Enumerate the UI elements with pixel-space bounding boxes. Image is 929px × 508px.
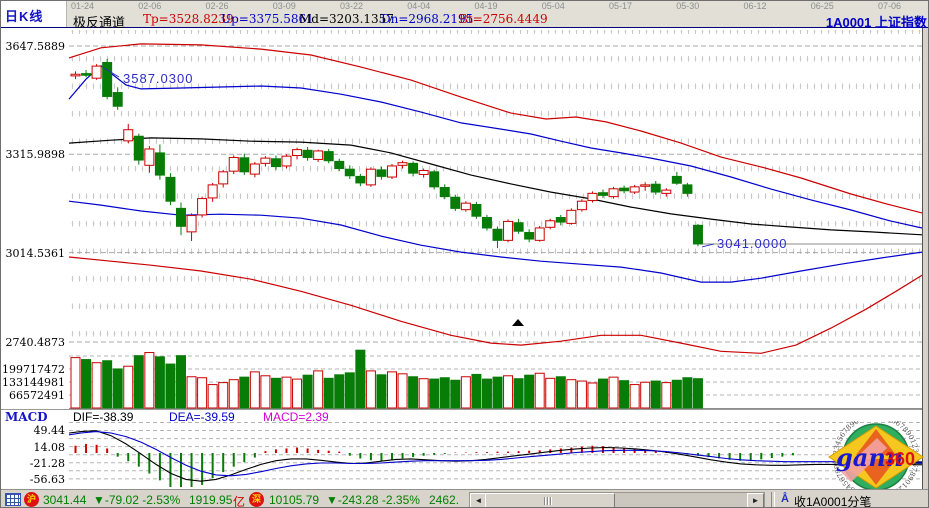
sz-index-amount: 2462. (429, 493, 460, 507)
logo-arrow (841, 438, 887, 482)
up-peak-annotation: 3587.0300 (123, 71, 193, 86)
sz-index-price: 10105.79 (269, 493, 320, 507)
horizontal-scrollbar[interactable]: ◄ ► (469, 492, 765, 507)
status-bar: 沪 3041.44 ▼-79.02 -2.53% 1919.95 亿 深 101… (1, 489, 928, 508)
volume-axis-label: 66572491 (9, 389, 65, 402)
sh-amount-unit: 亿 (233, 495, 246, 508)
chart-header: 01-24 02-06 02-26 03-09 03-22 04-04 04-19 05-04… (1, 1, 928, 30)
sh-index-amount: 1919.95 (189, 493, 233, 507)
macd-axis-label: 14.08 (33, 440, 66, 454)
price-axis-label: 3315.9898 (5, 148, 66, 162)
channel-up-value: Up=3375.5861 (221, 12, 314, 26)
sh-index-change: ▼-79.02 -2.53% (93, 493, 181, 507)
grid-icon[interactable] (5, 493, 21, 506)
date-axis-label: 02-26 (205, 1, 229, 11)
date-axis-label: 05-04 (541, 1, 565, 11)
channel-md-value: Md=3203.1357 (299, 12, 394, 26)
macd-axis-label: 49.44 (33, 424, 66, 438)
macd-axis-label: -21.28 (29, 456, 65, 470)
sz-index-change: ▼-243.28 -2.35% (326, 493, 420, 507)
macd-title: MACD (5, 410, 48, 424)
macd-axis-label: -56.63 (29, 472, 65, 486)
date-axis-label: 07-06 (878, 1, 902, 11)
macd-hist-value: MACD=2.39 (263, 410, 329, 424)
sh-index-price: 3041.44 (43, 493, 87, 507)
channel-bt-value: Bt=2756.4449 (459, 12, 548, 26)
price-axis-label: 2740.4873 (5, 336, 66, 349)
date-axis-label: 05-30 (676, 1, 700, 11)
date-axis-label: 06-12 (743, 1, 767, 11)
kline-mode-label: 日K线 (5, 9, 44, 24)
tick-view-label[interactable]: 收1A0001分笔 (794, 495, 872, 508)
date-axis-label: 05-17 (609, 1, 633, 11)
price-axis-label: 3014.5361 (5, 246, 66, 260)
date-axis-label: 02-06 (138, 1, 162, 11)
date-axis-label: 03-22 (340, 1, 364, 11)
macd-dea-value: DEA=-39.59 (169, 410, 235, 424)
logo-text-360: 360 (885, 449, 915, 469)
channel-dn-value: Dn=2968.2195 (381, 12, 474, 26)
last-close-annotation: 3041.0000 (717, 236, 787, 251)
logo-text-gann: gann (836, 443, 903, 472)
volume-axis-label: 133144981 (2, 376, 65, 389)
right-edge-strip (922, 28, 928, 489)
statusbar-separator (771, 492, 775, 507)
channel-tp-value: Tp=3528.8239 (143, 12, 234, 26)
indicator-name: 极反通道 (73, 15, 126, 30)
date-axis-label: 06-25 (810, 1, 834, 11)
price-axis-label: 3647.5889 (5, 40, 66, 53)
date-axis-label: 01-24 (71, 1, 95, 11)
shanghai-market-icon[interactable]: 沪 (24, 492, 39, 507)
macd-header: MACD DIF=-38.39 DEA=-39.59 MACD=2.39 (1, 409, 922, 424)
scroll-right-button[interactable]: ► (747, 493, 764, 507)
kline-mode-tab[interactable]: 日K线 (1, 1, 67, 27)
scrollbar-grip (544, 497, 553, 505)
date-axis-label: 03-09 (272, 1, 296, 11)
scrollbar-thumb[interactable] (485, 493, 615, 507)
gann360-logo: 2345678901234567890123456789012345678901… (828, 421, 924, 493)
signal-icon: Å (781, 493, 789, 505)
volume-axis-label: 199717472 (2, 363, 65, 376)
macd-dif-value: DIF=-38.39 (73, 410, 134, 424)
shenzhen-market-icon[interactable]: 深 (249, 492, 264, 507)
date-axis-label: 04-04 (407, 1, 431, 11)
date-axis-label: 04-19 (474, 1, 498, 11)
symbol-name: 1A0001 上证指数 (825, 15, 927, 30)
